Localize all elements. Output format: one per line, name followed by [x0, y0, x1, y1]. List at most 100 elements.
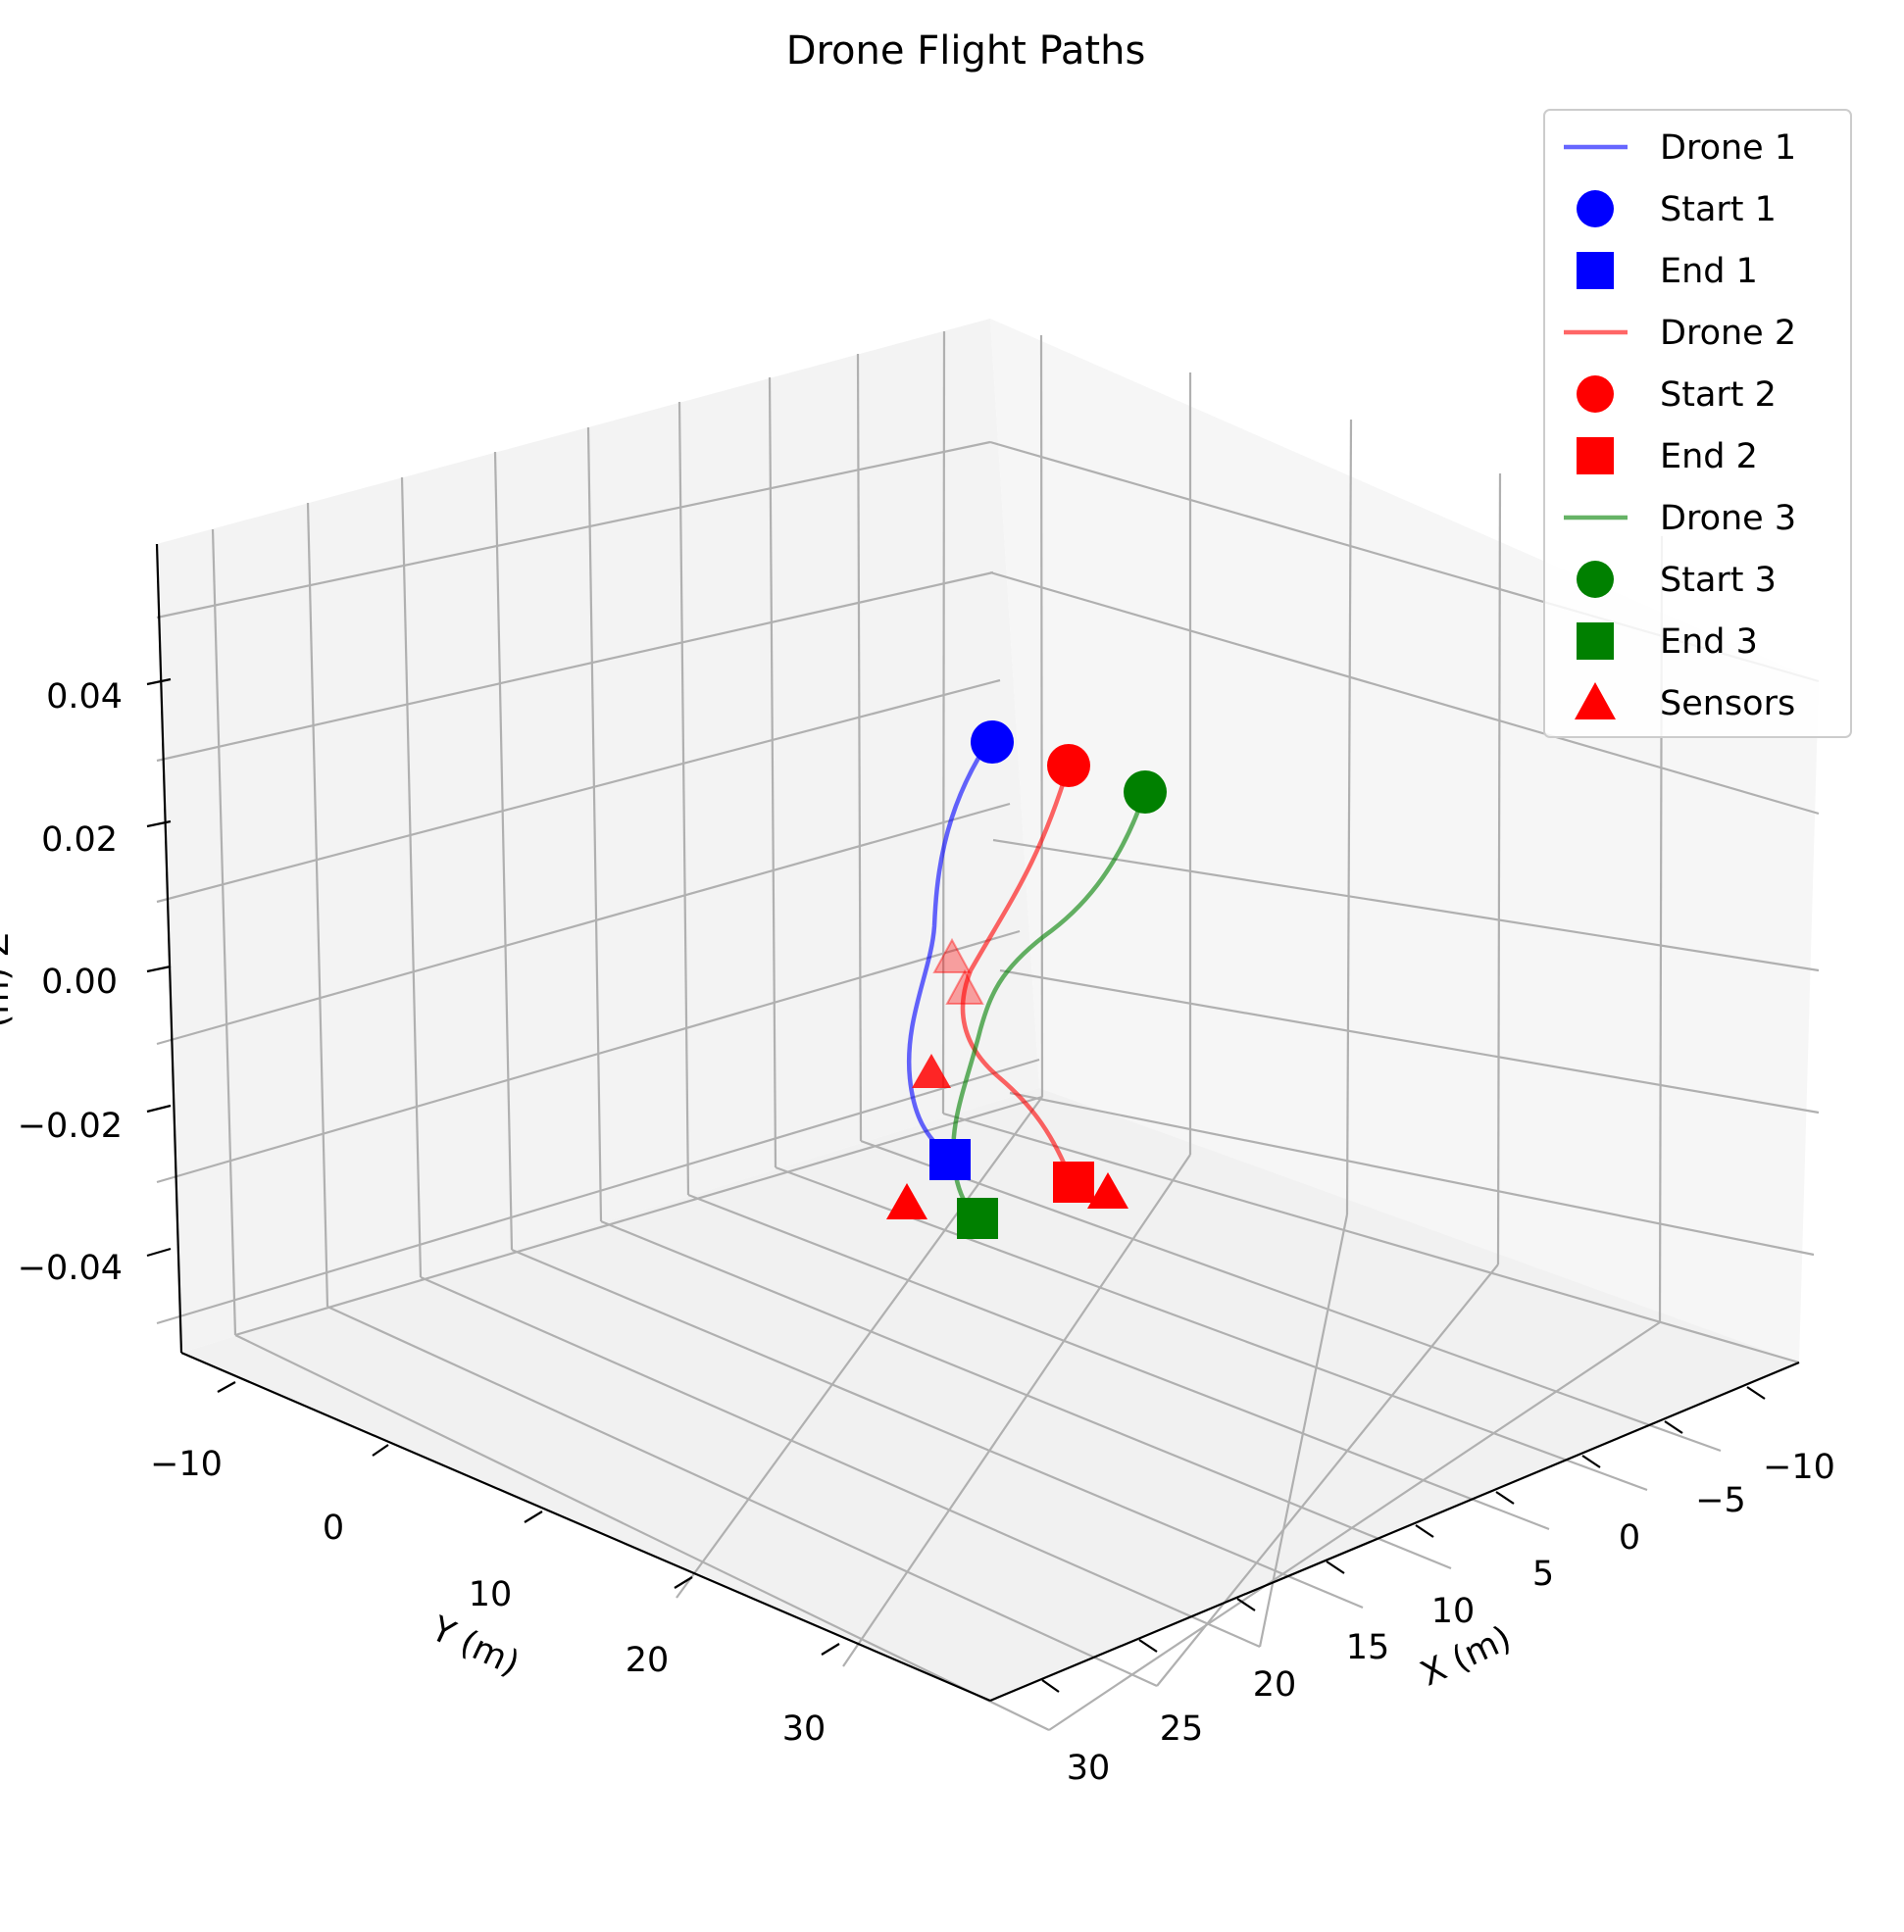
axes-panes [157, 319, 1819, 1701]
x-tick-label: −10 [1763, 1448, 1835, 1487]
y-axis-label: Y (m) [425, 1610, 526, 1684]
x-tick [1138, 1639, 1158, 1653]
x-tick-label: −5 [1695, 1481, 1746, 1520]
chart-title: Drone Flight Paths [786, 28, 1146, 74]
legend-label: Sensors [1660, 684, 1795, 723]
z-tick-label: −0.04 [18, 1249, 123, 1288]
x-tick [1495, 1491, 1515, 1505]
grid-line [860, 1139, 1722, 1453]
grid-line [999, 968, 1820, 1115]
grid-line [989, 570, 1820, 816]
grid-line [156, 802, 1011, 1046]
legend-label: End 3 [1660, 622, 1758, 662]
grid-line [211, 528, 237, 1336]
grid-line [1496, 472, 1502, 1265]
drone-2-path [960, 765, 1075, 1182]
y-tick [217, 1381, 236, 1393]
right-pane [990, 319, 1819, 1362]
drone-2-end-marker [1053, 1162, 1094, 1203]
drone-1-start-marker [971, 720, 1014, 764]
x-tick-label: 10 [1431, 1592, 1476, 1631]
drone-3-end-marker [957, 1198, 998, 1239]
sensor-marker [945, 968, 984, 1005]
grid-line [156, 929, 1021, 1184]
grid-line [992, 838, 1820, 972]
legend-circle-marker [1577, 190, 1614, 227]
left-pane [157, 319, 1039, 1353]
legend-label: Start 1 [1660, 190, 1777, 229]
grid-line [676, 1096, 1043, 1599]
x-tick-label: 15 [1346, 1628, 1390, 1667]
sensor-markers [886, 937, 1128, 1219]
sensor-marker [886, 1183, 927, 1219]
y-tick-label: 10 [469, 1575, 513, 1614]
legend-items: Drone 1 Start 1 End 1 Drone 2 Start 2 End 2 Dr… [1564, 128, 1796, 723]
grid-line [941, 330, 946, 1115]
legend: Drone 1 Start 1 End 1 Drone 2 Start 2 End 2 Dr… [1543, 109, 1852, 738]
z-tick [146, 677, 172, 686]
grid-line [306, 502, 329, 1308]
z-tick [146, 965, 172, 973]
z-tick [146, 819, 172, 828]
legend-label: Start 2 [1660, 375, 1777, 415]
grid-line [768, 376, 777, 1168]
z-axis-line [155, 543, 183, 1354]
axis-ticks [146, 677, 1766, 1693]
grid-line [511, 1248, 1364, 1610]
grid-line [156, 678, 1001, 904]
x-tick [1041, 1679, 1060, 1693]
x-tick-label: 0 [1619, 1518, 1640, 1558]
grid-line [156, 440, 991, 619]
x-tick [1415, 1524, 1434, 1538]
y-tick-label: 0 [323, 1509, 344, 1548]
z-tick-labels: −0.04 −0.02 0.00 0.02 0.04 [18, 677, 123, 1288]
legend-square-marker [1577, 437, 1614, 474]
grid-line [1258, 1214, 1349, 1648]
grid-line [234, 1334, 1050, 1731]
legend-square-marker [1577, 622, 1614, 660]
drone-3-start-marker [1124, 770, 1167, 814]
grid-line [856, 353, 863, 1142]
grid-line [420, 1275, 1261, 1649]
grid-lines [156, 330, 1820, 1731]
grid-line [842, 1154, 1191, 1667]
grid-line [1039, 334, 1044, 1098]
x-axis-line [989, 1361, 1800, 1703]
drone-1-end-marker [929, 1139, 971, 1180]
floor-pane [181, 1088, 1799, 1701]
grid-line [775, 1165, 1648, 1492]
y-tick [372, 1444, 389, 1457]
y-tick [524, 1511, 543, 1523]
z-tick [146, 1104, 172, 1114]
grid-line [156, 570, 994, 763]
grid-line [1009, 1091, 1815, 1257]
legend-label: Drone 3 [1660, 499, 1796, 538]
y-tick-labels: −10 0 10 20 30 [150, 1445, 826, 1749]
grid-line [687, 1193, 1550, 1531]
legend-label: Drone 2 [1660, 314, 1796, 353]
grid-line [600, 1219, 1452, 1570]
axis-spines [155, 543, 1800, 1703]
x-tick [1664, 1420, 1683, 1434]
sensor-marker [1087, 1172, 1128, 1209]
z-tick-label: 0.04 [46, 677, 123, 717]
legend-label: End 2 [1660, 437, 1758, 476]
legend-circle-marker [1577, 561, 1614, 598]
y-tick [821, 1643, 840, 1656]
drone-markers [929, 720, 1167, 1239]
grid-line [1048, 1321, 1661, 1731]
legend-square-marker [1577, 252, 1614, 289]
x-tick-label: 5 [1532, 1555, 1554, 1594]
y-tick [674, 1576, 693, 1589]
grid-line [586, 426, 603, 1222]
legend-label: Drone 1 [1660, 128, 1796, 168]
x-tick-labels: −10 −5 0 5 10 15 20 25 30 [1067, 1448, 1835, 1788]
x-tick [1581, 1455, 1601, 1468]
z-tick [146, 1247, 172, 1258]
x-tick [1326, 1560, 1345, 1574]
grid-line [234, 1095, 1043, 1337]
grid-line [942, 1112, 1800, 1364]
grid-line [1345, 419, 1353, 1215]
grid-line [677, 401, 690, 1196]
